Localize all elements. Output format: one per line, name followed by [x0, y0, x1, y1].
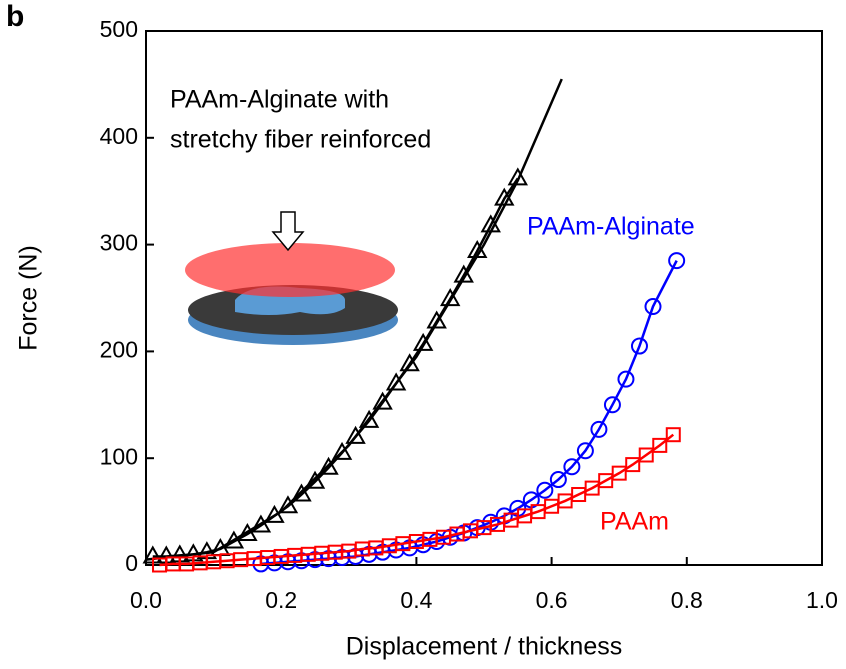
x-tick-label: 0.0 [130, 587, 162, 613]
data-point [331, 441, 353, 460]
data-point [291, 483, 312, 502]
series-line [159, 433, 675, 567]
y-axis-label: Force (N) [15, 245, 43, 351]
data-point [494, 187, 515, 206]
data-point [611, 465, 627, 481]
data-point [372, 391, 393, 410]
data-point [644, 298, 662, 316]
data-point [412, 332, 434, 351]
data-point [590, 420, 608, 438]
annotation: stretchy fiber reinforced [170, 126, 431, 154]
data-point [563, 458, 581, 476]
x-tick-label: 0.2 [265, 587, 297, 613]
y-tick-label: 200 [100, 336, 138, 362]
data-point [304, 470, 326, 489]
y-tick-label: 100 [100, 443, 138, 469]
data-point [630, 337, 648, 355]
x-tick-label: 1.0 [806, 587, 838, 613]
data-point [668, 252, 686, 270]
data-point [250, 514, 272, 533]
annotation: PAAm-Alginate with [170, 86, 389, 114]
x-tick-label: 0.4 [400, 587, 432, 613]
y-tick-label: 500 [100, 16, 138, 42]
panel-label: b [6, 0, 24, 33]
data-point [453, 264, 474, 283]
data-point [603, 396, 621, 414]
data-point [345, 425, 366, 444]
annotation: PAAm-Alginate [527, 213, 695, 241]
x-axis-label: Displacement / thickness [346, 633, 623, 661]
data-point [536, 481, 554, 499]
y-tick-label: 0 [125, 550, 138, 576]
x-tick-label: 0.6 [536, 587, 568, 613]
data-point [652, 437, 668, 453]
data-point [638, 447, 654, 463]
data-point [399, 353, 420, 372]
data-point [507, 167, 529, 186]
x-tick-label: 0.8 [671, 587, 703, 613]
series-line [152, 177, 519, 558]
data-point [665, 427, 681, 443]
annotation: PAAm [600, 508, 669, 536]
arrow [271, 211, 305, 252]
data-point [549, 471, 567, 489]
y-tick-label: 300 [100, 230, 138, 256]
data-point [625, 457, 641, 473]
data-point [277, 495, 299, 514]
data-point [426, 310, 447, 329]
data-point [385, 372, 407, 391]
y-tick-label: 400 [100, 123, 138, 149]
data-point [480, 214, 501, 233]
top-plate [185, 243, 395, 297]
inset-illustration [185, 211, 398, 345]
data-point [318, 456, 339, 475]
data-point [439, 288, 461, 307]
data-point [467, 239, 488, 259]
data-point [237, 522, 258, 542]
data-point [576, 442, 594, 460]
plot-frame [145, 30, 823, 566]
data-point [358, 409, 380, 428]
data-point [617, 370, 635, 388]
data-point [264, 504, 285, 523]
